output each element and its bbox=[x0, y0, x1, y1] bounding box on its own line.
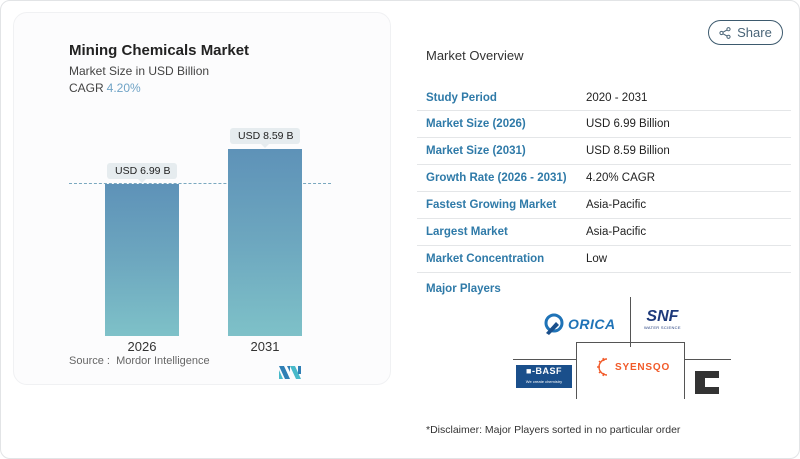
overview-value: USD 6.99 Billion bbox=[586, 118, 670, 130]
overview-key: Growth Rate (2026 - 2031) bbox=[426, 172, 567, 184]
overview-value: USD 8.59 Billion bbox=[586, 145, 670, 157]
bar-label-2031: USD 8.59 B bbox=[230, 128, 300, 148]
chart-card bbox=[13, 12, 391, 385]
overview-row-market-size-2031: Market Size (2031) USD 8.59 Billion bbox=[417, 138, 791, 165]
share-button[interactable]: Share bbox=[708, 20, 783, 45]
cagr-value: 4.20% bbox=[106, 81, 141, 95]
overview-key: Market Concentration bbox=[426, 253, 545, 265]
market-overview-table: Study Period 2020 - 2031 Market Size (20… bbox=[417, 85, 791, 273]
bar-plot: USD 6.99 B 2026 USD 8.59 B 2031 bbox=[1, 1, 379, 374]
bar-label-2026: USD 6.99 B bbox=[107, 163, 177, 183]
overview-key: Fastest Growing Market bbox=[426, 199, 557, 211]
divider bbox=[513, 359, 577, 360]
divider bbox=[684, 342, 685, 399]
divider bbox=[684, 359, 731, 360]
overview-row-largest-market: Largest Market Asia-Pacific bbox=[417, 219, 791, 246]
basf-tagline: We create chemistry bbox=[525, 379, 563, 384]
overview-value: 2020 - 2031 bbox=[586, 91, 648, 104]
overview-row-study-period: Study Period 2020 - 2031 bbox=[417, 85, 791, 111]
basf-wordmark: ■-BASF bbox=[526, 366, 562, 376]
bar-2031 bbox=[228, 149, 302, 336]
mordor-intelligence-logo-icon bbox=[279, 366, 301, 379]
reference-dashed-line bbox=[69, 183, 331, 184]
market-overview-title: Market Overview bbox=[426, 48, 524, 63]
logo-orica: ORICA bbox=[543, 313, 616, 335]
divider bbox=[576, 342, 577, 399]
source-value: Mordor Intelligence bbox=[116, 355, 210, 367]
x-tick-2026: 2026 bbox=[127, 339, 157, 354]
x-tick-2031: 2031 bbox=[250, 339, 280, 354]
overview-row-fastest-growing: Fastest Growing Market Asia-Pacific bbox=[417, 192, 791, 219]
logo-snf: SNF WATER SCIENCE bbox=[644, 308, 681, 331]
cagr-label: CAGR bbox=[69, 81, 104, 95]
syensqo-sunburst-icon bbox=[597, 357, 608, 377]
chart-title: Mining Chemicals Market bbox=[69, 42, 250, 59]
overview-key: Market Size (2026) bbox=[426, 118, 526, 130]
overview-value: Low bbox=[586, 253, 608, 265]
major-players-logos: ORICA SNF WATER SCIENCE ■-BASF We create… bbox=[511, 297, 731, 399]
chart-source: Source : Mordor Intelligence bbox=[69, 355, 210, 367]
orica-wordmark: ORICA bbox=[568, 316, 616, 332]
logo-dark-c-emblem bbox=[695, 371, 719, 394]
overview-key: Study Period bbox=[426, 91, 497, 104]
major-players-label: Major Players bbox=[426, 283, 501, 295]
overview-value: 4.20% CAGR bbox=[586, 172, 656, 184]
snf-tagline: WATER SCIENCE bbox=[644, 325, 681, 330]
overview-key: Largest Market bbox=[426, 226, 508, 238]
divider bbox=[576, 342, 685, 343]
overview-row-growth-rate: Growth Rate (2026 - 2031) 4.20% CAGR bbox=[417, 165, 791, 192]
share-icon bbox=[719, 26, 731, 39]
bar-2026 bbox=[105, 184, 179, 336]
chart-cagr: CAGR 4.20% bbox=[69, 81, 141, 95]
overview-key: Market Size (2031) bbox=[426, 145, 526, 157]
overview-value: Asia-Pacific bbox=[586, 226, 647, 238]
disclaimer: *Disclaimer: Major Players sorted in no … bbox=[426, 424, 681, 436]
snf-wordmark: SNF bbox=[646, 308, 679, 325]
overview-value: Asia-Pacific bbox=[586, 199, 647, 211]
overview-row-market-concentration: Market Concentration Low bbox=[417, 246, 791, 273]
overview-row-market-size-2026: Market Size (2026) USD 6.99 Billion bbox=[417, 111, 791, 138]
syensqo-wordmark: SYENSQO bbox=[615, 361, 671, 373]
orica-emblem-icon bbox=[544, 313, 564, 335]
source-label: Source : bbox=[69, 355, 110, 367]
divider bbox=[630, 297, 631, 347]
share-label: Share bbox=[737, 25, 772, 40]
logo-syensqo: SYENSQO bbox=[597, 357, 670, 377]
chart-subtitle: Market Size in USD Billion bbox=[69, 64, 210, 78]
logo-basf: ■-BASF We create chemistry bbox=[516, 365, 572, 388]
